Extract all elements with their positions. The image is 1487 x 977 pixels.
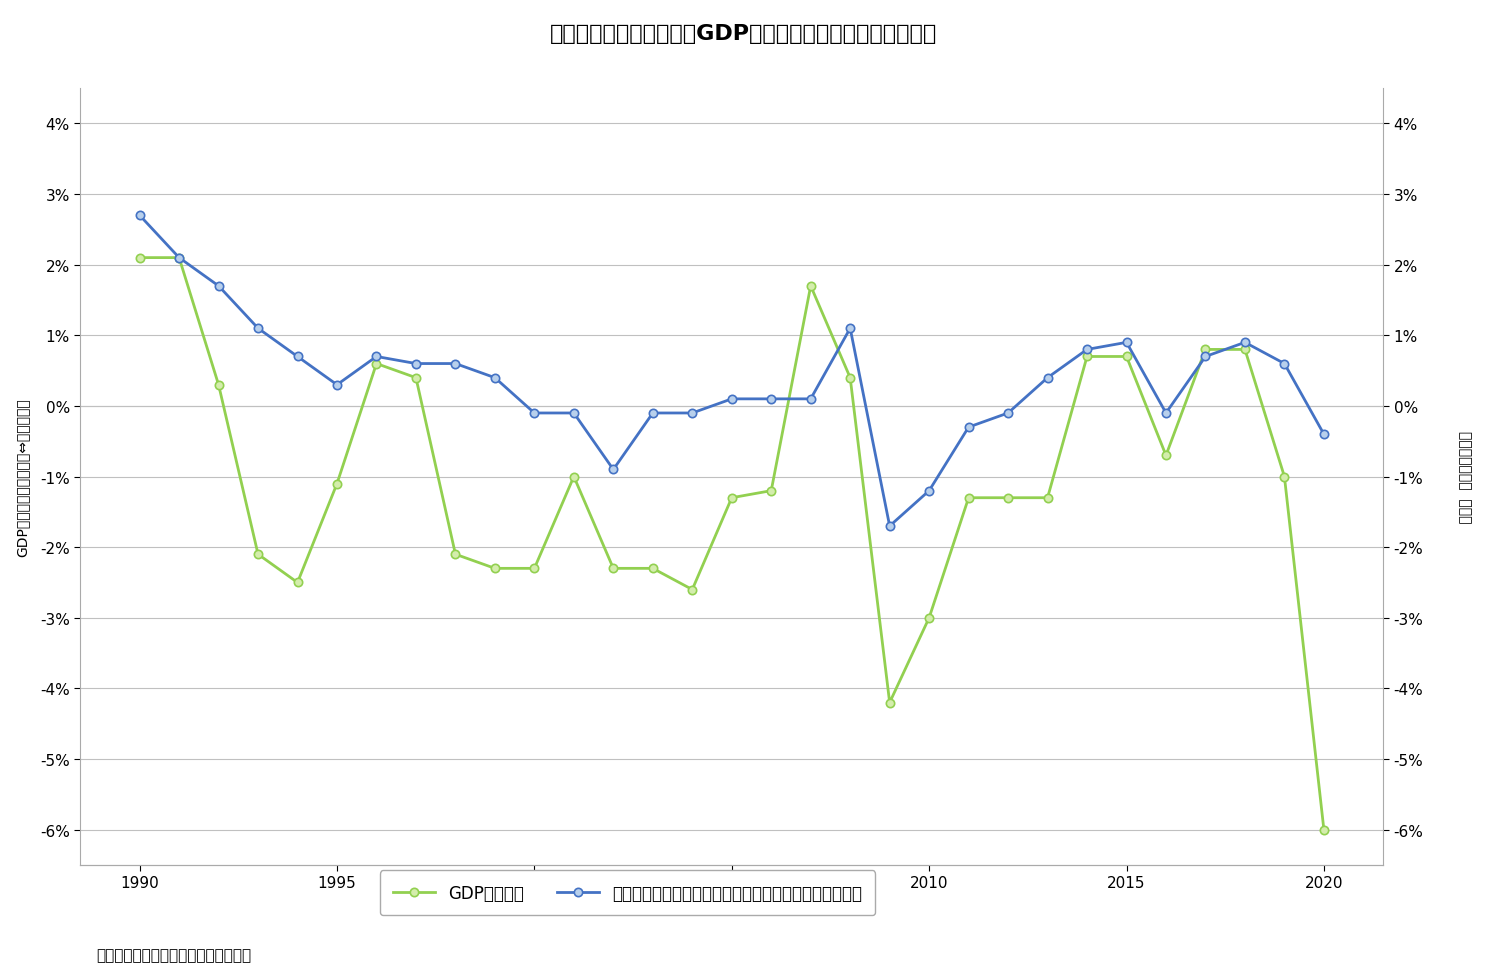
GDPギャップ — [170, 252, 187, 264]
Y-axis label: 消費者物価指数  前年比: 消費者物価指数 前年比 — [1457, 431, 1472, 524]
GDPギャップ — [684, 584, 702, 596]
GDPギャップ — [288, 577, 306, 589]
GDPギャップ — [604, 563, 622, 574]
GDPギャップ — [446, 549, 464, 561]
消費者物価指数（生鮮食品を除く総合・消費税調整後） — [525, 407, 543, 419]
GDPギャップ — [1118, 352, 1136, 363]
GDPギャップ — [644, 563, 662, 574]
GDPギャップ — [1315, 824, 1332, 835]
消費者物価指数（生鮮食品を除く総合・消費税調整後） — [446, 359, 464, 370]
Line: GDPギャップ: GDPギャップ — [135, 254, 1328, 834]
GDPギャップ — [329, 479, 346, 490]
Text: 図表１：需給ギャップ（GDPギャップ）と消費者物価の動向: 図表１：需給ギャップ（GDPギャップ）と消費者物価の動向 — [550, 24, 937, 44]
消費者物価指数（生鮮食品を除く総合・消費税調整後） — [407, 359, 425, 370]
GDPギャップ — [959, 492, 977, 504]
消費者物価指数（生鮮食品を除く総合・消費税調整後） — [604, 464, 622, 476]
Line: 消費者物価指数（生鮮食品を除く総合・消費税調整後）: 消費者物価指数（生鮮食品を除く総合・消費税調整後） — [135, 212, 1328, 531]
Y-axis label: GDPギャップ（需要不足⇔需要超過）: GDPギャップ（需要不足⇔需要超過） — [15, 398, 30, 556]
消費者物価指数（生鮮食品を除く総合・消費税調整後） — [288, 352, 306, 363]
消費者物価指数（生鮮食品を除く総合・消費税調整後） — [250, 323, 268, 335]
GDPギャップ — [920, 613, 938, 624]
GDPギャップ — [486, 563, 504, 574]
GDPギャップ — [131, 252, 149, 264]
GDPギャップ — [1078, 352, 1096, 363]
消費者物価指数（生鮮食品を除く総合・消費税調整後） — [1315, 429, 1332, 441]
Legend: GDPギャップ, 消費者物価指数（生鮮食品を除く総合・消費税調整後）: GDPギャップ, 消費者物価指数（生鮮食品を除く総合・消費税調整後） — [379, 871, 876, 914]
GDPギャップ — [210, 379, 228, 391]
GDPギャップ — [999, 492, 1017, 504]
消費者物価指数（生鮮食品を除く総合・消費税調整後） — [367, 352, 385, 363]
消費者物価指数（生鮮食品を除く総合・消費税調整後） — [565, 407, 583, 419]
GDPギャップ — [1197, 344, 1215, 356]
消費者物価指数（生鮮食品を除く総合・消費税調整後） — [1038, 372, 1056, 384]
消費者物価指数（生鮮食品を除く総合・消費税調整後） — [684, 407, 702, 419]
消費者物価指数（生鮮食品を除く総合・消費税調整後） — [880, 521, 898, 532]
消費者物価指数（生鮮食品を除く総合・消費税調整後） — [210, 280, 228, 292]
消費者物価指数（生鮮食品を除く総合・消費税調整後） — [1157, 407, 1175, 419]
GDPギャップ — [1276, 471, 1294, 483]
GDPギャップ — [565, 471, 583, 483]
消費者物価指数（生鮮食品を除く総合・消費税調整後） — [1276, 359, 1294, 370]
GDPギャップ — [1236, 344, 1254, 356]
消費者物価指数（生鮮食品を除く総合・消費税調整後） — [842, 323, 859, 335]
消費者物価指数（生鮮食品を除く総合・消費税調整後） — [801, 394, 819, 405]
GDPギャップ — [250, 549, 268, 561]
GDPギャップ — [407, 372, 425, 384]
消費者物価指数（生鮮食品を除く総合・消費税調整後） — [644, 407, 662, 419]
GDPギャップ — [880, 697, 898, 708]
Text: （内閣府、総務省のデータより作成）: （内閣府、総務省のデータより作成） — [97, 948, 251, 962]
消費者物価指数（生鮮食品を除く総合・消費税調整後） — [1118, 337, 1136, 349]
GDPギャップ — [1038, 492, 1056, 504]
消費者物価指数（生鮮食品を除く総合・消費税調整後） — [329, 379, 346, 391]
消費者物価指数（生鮮食品を除く総合・消費税調整後） — [1078, 344, 1096, 356]
GDPギャップ — [801, 280, 819, 292]
消費者物価指数（生鮮食品を除く総合・消費税調整後） — [763, 394, 781, 405]
消費者物価指数（生鮮食品を除く総合・消費税調整後） — [1236, 337, 1254, 349]
消費者物価指数（生鮮食品を除く総合・消費税調整後） — [1197, 352, 1215, 363]
GDPギャップ — [842, 372, 859, 384]
消費者物価指数（生鮮食品を除く総合・消費税調整後） — [959, 422, 977, 434]
消費者物価指数（生鮮食品を除く総合・消費税調整後） — [999, 407, 1017, 419]
消費者物価指数（生鮮食品を除く総合・消費税調整後） — [170, 252, 187, 264]
GDPギャップ — [367, 359, 385, 370]
GDPギャップ — [1157, 450, 1175, 462]
消費者物価指数（生鮮食品を除く総合・消費税調整後） — [723, 394, 741, 405]
GDPギャップ — [723, 492, 741, 504]
消費者物価指数（生鮮食品を除く総合・消費税調整後） — [131, 210, 149, 222]
消費者物価指数（生鮮食品を除く総合・消費税調整後） — [920, 486, 938, 497]
GDPギャップ — [525, 563, 543, 574]
消費者物価指数（生鮮食品を除く総合・消費税調整後） — [486, 372, 504, 384]
GDPギャップ — [763, 486, 781, 497]
